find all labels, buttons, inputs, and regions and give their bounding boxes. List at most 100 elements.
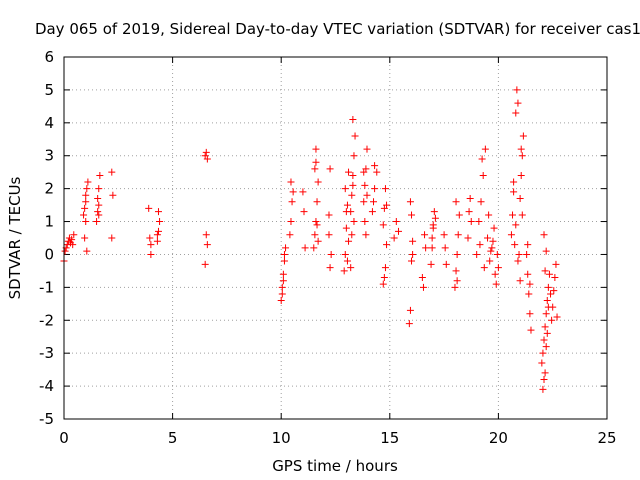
data-point [95,211,103,219]
data-point [515,250,523,258]
data-point [349,116,357,124]
data-point [489,237,497,245]
y-axis-label: SDTVAR / TECUs [6,176,24,299]
data-point [455,211,463,219]
data-point [279,277,287,285]
data-point [348,231,356,239]
data-point [153,231,161,239]
y-tick-label: 0 [44,245,54,263]
data-point [512,109,520,117]
data-point [325,211,333,219]
data-point [156,218,164,226]
data-point [514,99,522,107]
data-point [542,247,550,255]
data-point [540,336,548,344]
y-tick-label: 3 [44,147,54,165]
data-point [473,250,481,258]
data-point [511,241,519,249]
data-point [523,250,531,258]
data-point [480,264,488,272]
data-point [342,224,350,232]
data-point [80,211,88,219]
data-point [311,231,319,239]
data-point [347,208,355,216]
data-point [431,214,439,222]
data-point [288,198,296,206]
data-point [81,234,89,242]
x-tick-labels: 0 5 10 15 20 25 [59,429,616,447]
data-point [203,241,211,249]
data-point [360,198,368,206]
data-point [383,241,391,249]
data-point [484,234,492,242]
data-point [95,185,103,193]
data-point [325,231,333,239]
data-point [451,283,459,291]
data-point [545,270,553,278]
data-point [351,132,359,140]
data-point [361,218,369,226]
data-point [279,270,287,278]
data-point [428,234,436,242]
data-point [518,211,526,219]
data-point [82,198,90,206]
data-point [108,234,116,242]
data-point [518,152,526,160]
data-point [409,250,417,258]
data-point [422,244,430,252]
data-point [494,264,502,272]
data-point [280,257,288,265]
data-point [525,290,533,298]
data-point [153,237,161,245]
plot-frame [63,56,608,420]
data-point [340,267,348,275]
data-point [542,310,550,318]
data-point [543,297,551,305]
data-point [540,376,548,384]
data-point [408,211,416,219]
data-point [453,250,461,258]
data-point [394,227,402,235]
data-point [326,165,334,173]
data-point [428,244,436,252]
data-point [543,329,551,337]
data-point [429,221,437,229]
data-point [507,231,515,239]
y-tick-label: -4 [39,377,54,395]
data-point [287,218,295,226]
data-point [464,234,472,242]
data-point [82,218,90,226]
y-tick-label: -5 [39,410,54,428]
data-point [467,218,475,226]
data-point [201,260,209,268]
data-point [510,178,518,186]
data-point [370,198,378,206]
data-point [490,224,498,232]
data-point [147,241,155,249]
data-point [108,168,116,176]
data-point [350,152,358,160]
data-point [313,198,321,206]
data-point [202,231,210,239]
data-point [541,267,549,275]
data-point [368,208,376,216]
data-point [96,171,104,179]
data-point [363,191,371,199]
data-point [289,188,297,196]
data-point [408,257,416,265]
data-point [350,218,358,226]
y-tick-label: 4 [44,114,54,132]
x-axis-label: GPS time / hours [272,457,398,475]
data-point [552,260,560,268]
data-point [466,195,474,203]
data-point [430,208,438,216]
data-point [421,231,429,239]
data-point [286,231,294,239]
data-point [341,185,349,193]
data-point [347,264,355,272]
data-point [349,181,357,189]
data-point [526,310,534,318]
data-point [311,165,319,173]
data-point [409,237,417,245]
